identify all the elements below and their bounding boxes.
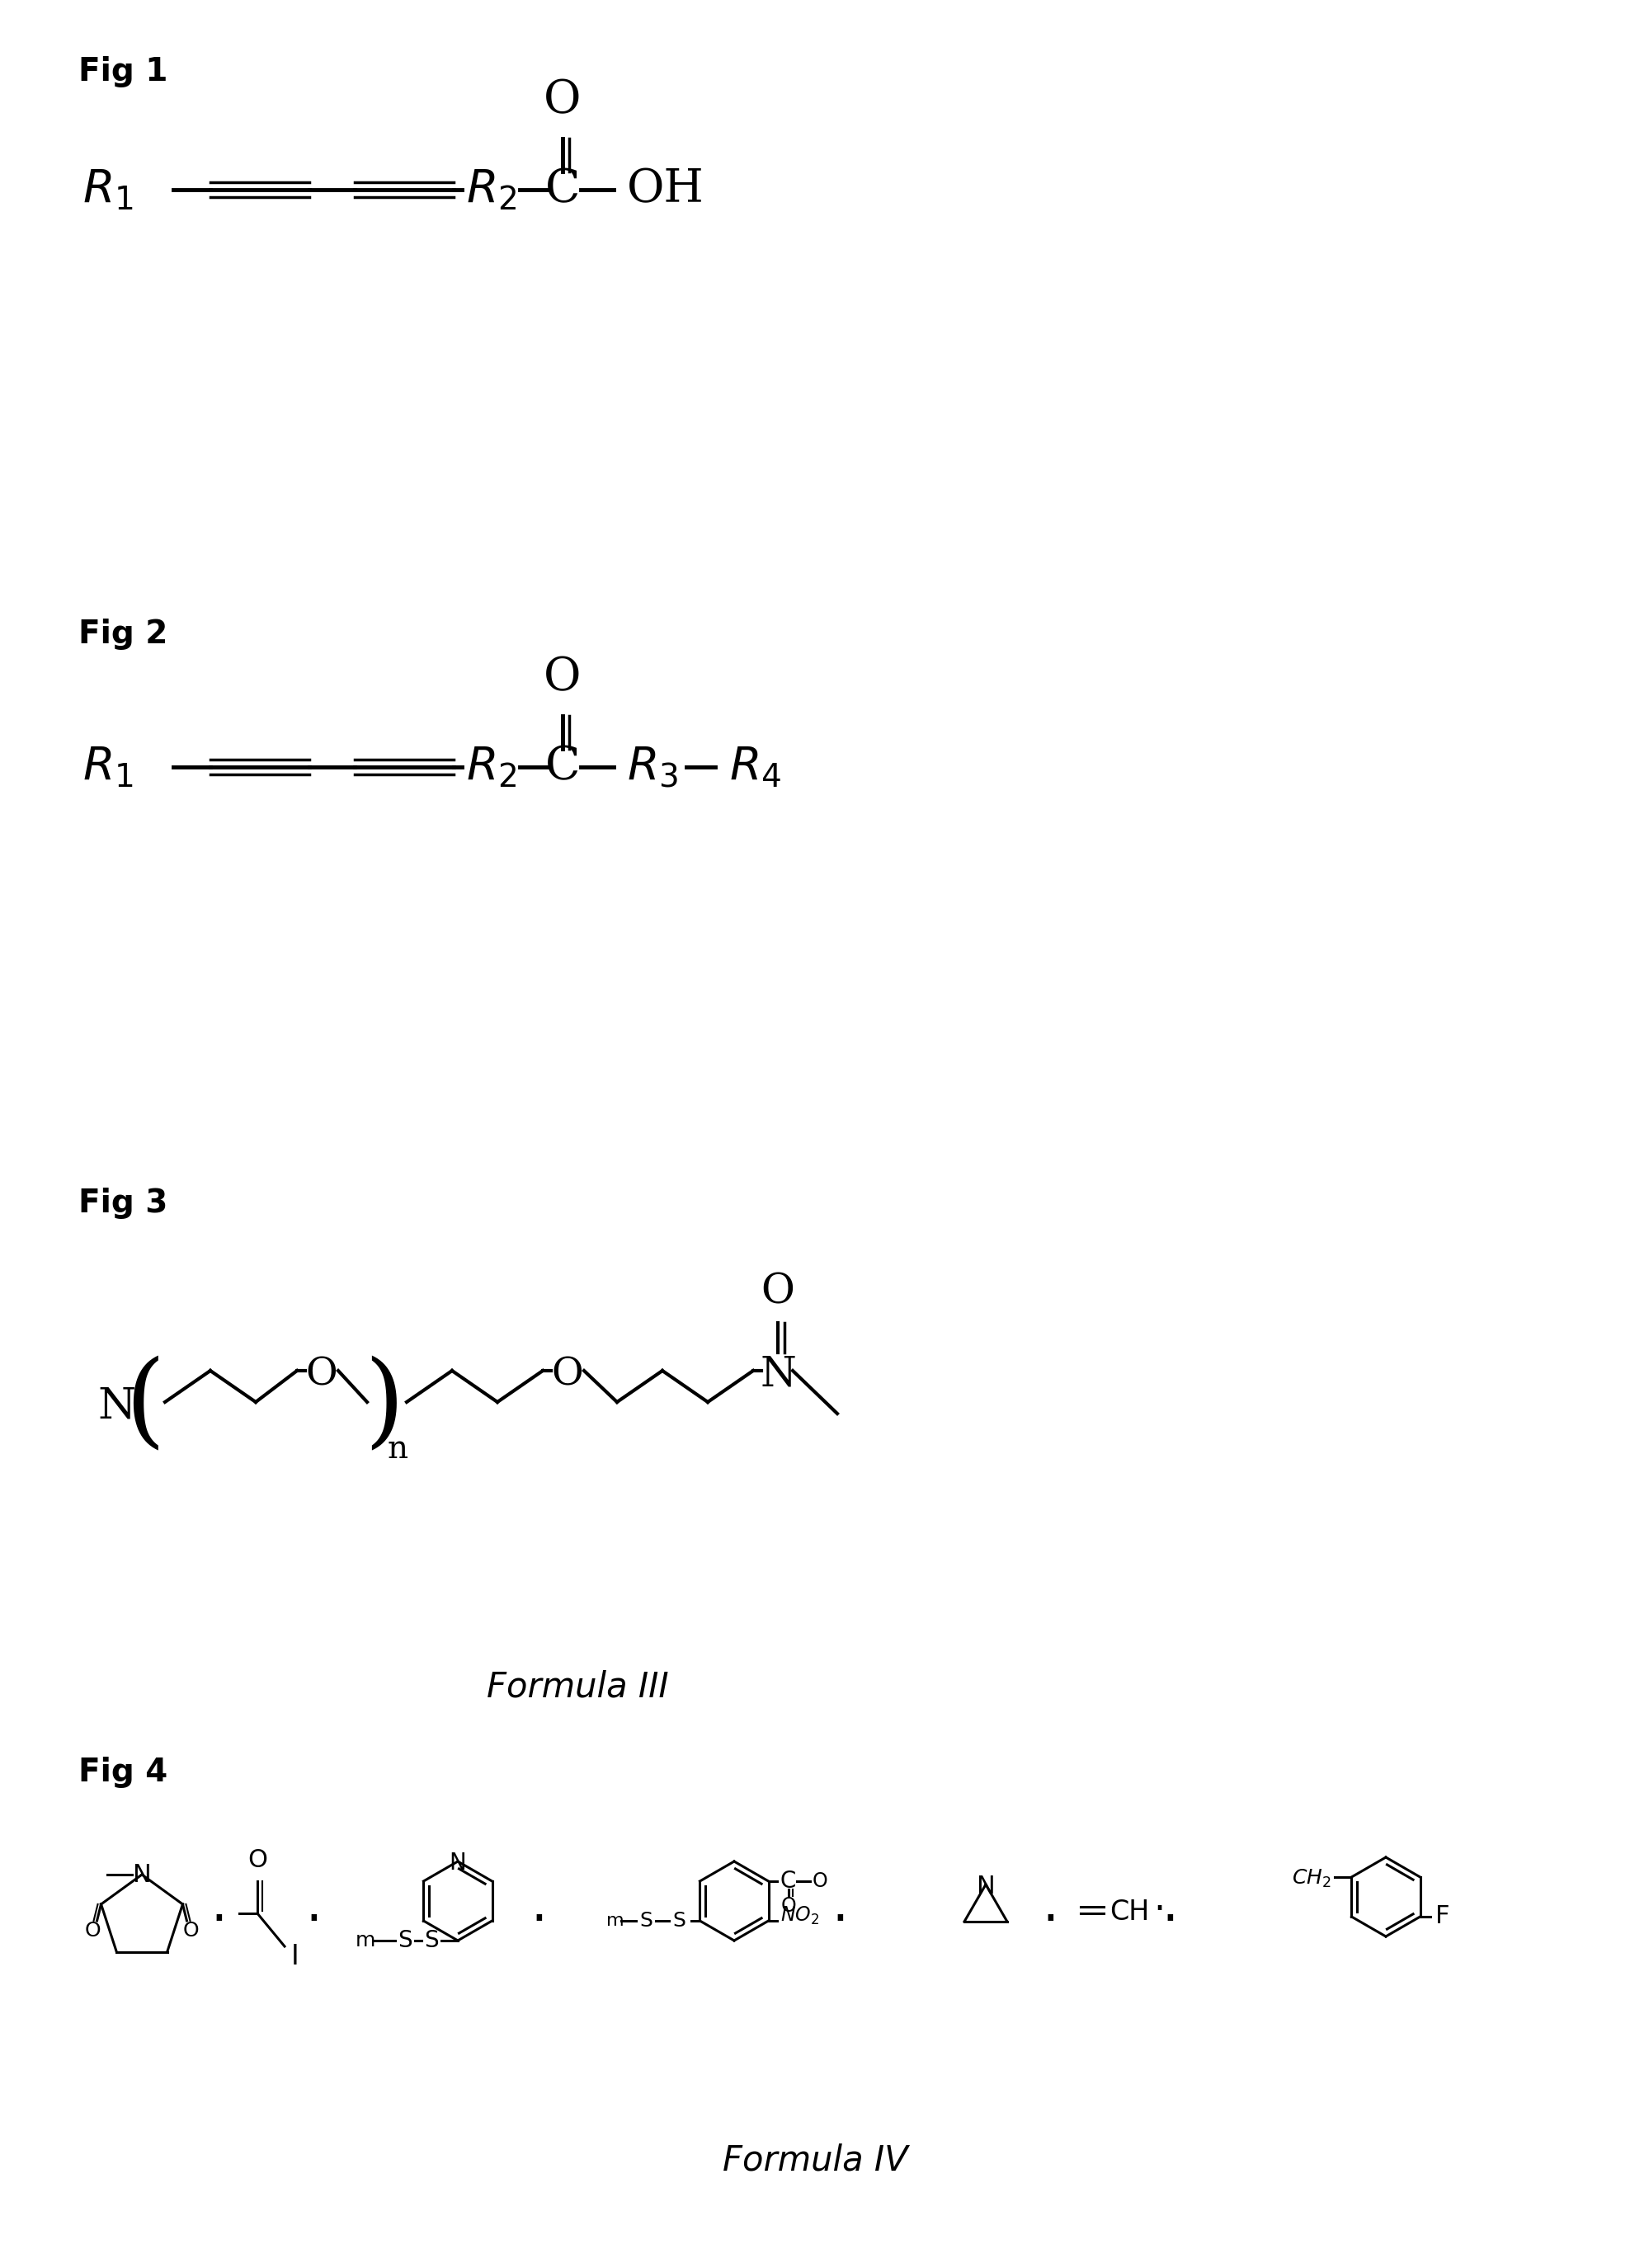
- Text: $NO_2$: $NO_2$: [781, 1905, 818, 1926]
- Text: O: O: [183, 1921, 199, 1941]
- Text: N: N: [450, 1851, 466, 1876]
- Text: O: O: [544, 655, 582, 701]
- Text: O: O: [812, 1871, 828, 1892]
- Text: ·: ·: [1042, 1896, 1058, 1946]
- Text: OH: OH: [628, 168, 704, 213]
- Text: F: F: [1434, 1905, 1449, 1928]
- Text: S: S: [398, 1930, 412, 1953]
- Text: n: n: [388, 1436, 409, 1465]
- Text: O: O: [306, 1356, 337, 1393]
- Text: Formula IV: Formula IV: [722, 2143, 908, 2177]
- Text: C: C: [781, 1869, 795, 1894]
- Text: Fig 1: Fig 1: [78, 57, 168, 88]
- Text: $R_4$: $R_4$: [729, 744, 781, 789]
- Text: S: S: [424, 1930, 438, 1953]
- Text: ): ): [363, 1356, 404, 1456]
- Text: m: m: [606, 1912, 624, 1930]
- Text: $R_3$: $R_3$: [628, 744, 678, 789]
- Text: O: O: [551, 1356, 584, 1393]
- Text: ·: ·: [305, 1896, 321, 1946]
- Text: I: I: [292, 1944, 300, 1971]
- Text: O: O: [85, 1921, 101, 1941]
- Text: $R_1$: $R_1$: [83, 744, 134, 789]
- Text: Formula III: Formula III: [486, 1669, 668, 1703]
- Text: ·: ·: [1162, 1896, 1178, 1946]
- Text: O: O: [781, 1896, 795, 1916]
- Text: m: m: [355, 1930, 375, 1950]
- Text: C: C: [544, 168, 580, 213]
- Text: S: S: [673, 1912, 686, 1930]
- Text: (: (: [124, 1356, 165, 1456]
- Text: Fig 4: Fig 4: [78, 1758, 168, 1787]
- Text: Fig 3: Fig 3: [78, 1188, 168, 1218]
- Text: O: O: [544, 77, 582, 122]
- Text: O: O: [248, 1848, 267, 1871]
- Text: O: O: [761, 1272, 795, 1313]
- Text: ·: ·: [530, 1896, 546, 1946]
- Text: $CH_2$: $CH_2$: [1291, 1869, 1332, 1889]
- Text: ·: ·: [1152, 1892, 1165, 1928]
- Text: $R_2$: $R_2$: [466, 168, 517, 213]
- Text: S: S: [639, 1912, 652, 1930]
- Text: N: N: [760, 1354, 795, 1395]
- Text: N: N: [976, 1876, 996, 1898]
- Text: CH: CH: [1110, 1898, 1149, 1926]
- Text: $R_1$: $R_1$: [83, 168, 134, 213]
- Text: C: C: [544, 744, 580, 789]
- Text: $R_2$: $R_2$: [466, 744, 517, 789]
- Text: Fig 2: Fig 2: [78, 619, 168, 651]
- Text: ·: ·: [210, 1896, 227, 1946]
- Text: N: N: [98, 1386, 135, 1427]
- Text: ·: ·: [831, 1896, 848, 1946]
- Text: N: N: [132, 1862, 152, 1887]
